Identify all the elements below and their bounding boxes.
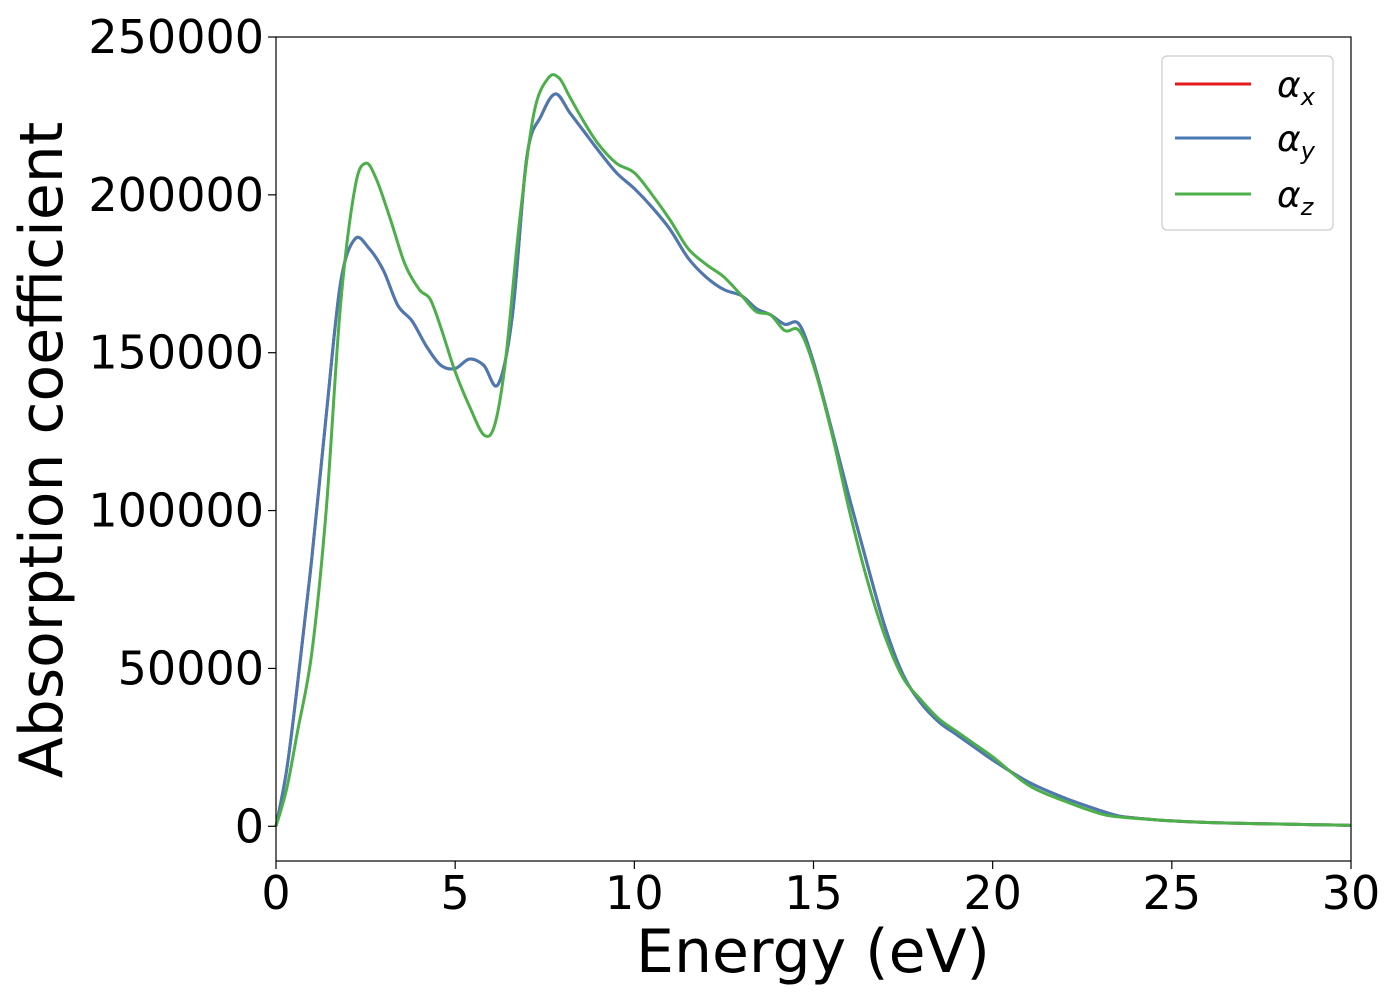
y-tick-label: 200000 bbox=[88, 168, 264, 222]
x-tick-label: 15 bbox=[784, 866, 843, 920]
legend-item-y: αy bbox=[1175, 119, 1316, 165]
x-axis-ticks: 0 5 10 15 20 25 30 bbox=[261, 861, 1380, 920]
y-tick-label: 100000 bbox=[88, 484, 264, 538]
legend-label-x: αx bbox=[1277, 65, 1316, 111]
series-line-y bbox=[274, 92, 1352, 827]
series-layer bbox=[274, 73, 1352, 827]
x-tick-label: 0 bbox=[261, 866, 290, 920]
legend-label-y: αy bbox=[1277, 119, 1316, 165]
y-tick-label: 50000 bbox=[118, 641, 264, 695]
x-tick-label: 30 bbox=[1322, 866, 1381, 920]
legend-item-z: αz bbox=[1175, 175, 1315, 221]
x-tick-label: 20 bbox=[963, 866, 1022, 920]
legend-box bbox=[1161, 55, 1334, 231]
x-tick-label: 5 bbox=[441, 866, 470, 920]
y-tick-label: 0 bbox=[235, 799, 264, 853]
y-tick-label: 250000 bbox=[88, 10, 264, 64]
x-tick-label: 10 bbox=[605, 866, 664, 920]
legend-item-x: αx bbox=[1175, 65, 1316, 111]
y-axis-ticks: 0 50000 100000 150000 200000 250000 bbox=[88, 10, 276, 853]
legend-label-z: αz bbox=[1277, 175, 1315, 221]
y-tick-label: 150000 bbox=[88, 326, 264, 380]
y-axis-title: Absorption coefficient bbox=[7, 122, 77, 779]
legend: αx αy αz bbox=[1161, 55, 1334, 231]
x-axis-title: Energy (eV) bbox=[636, 917, 990, 987]
series-line-z bbox=[274, 73, 1352, 827]
x-tick-label: 25 bbox=[1143, 866, 1202, 920]
